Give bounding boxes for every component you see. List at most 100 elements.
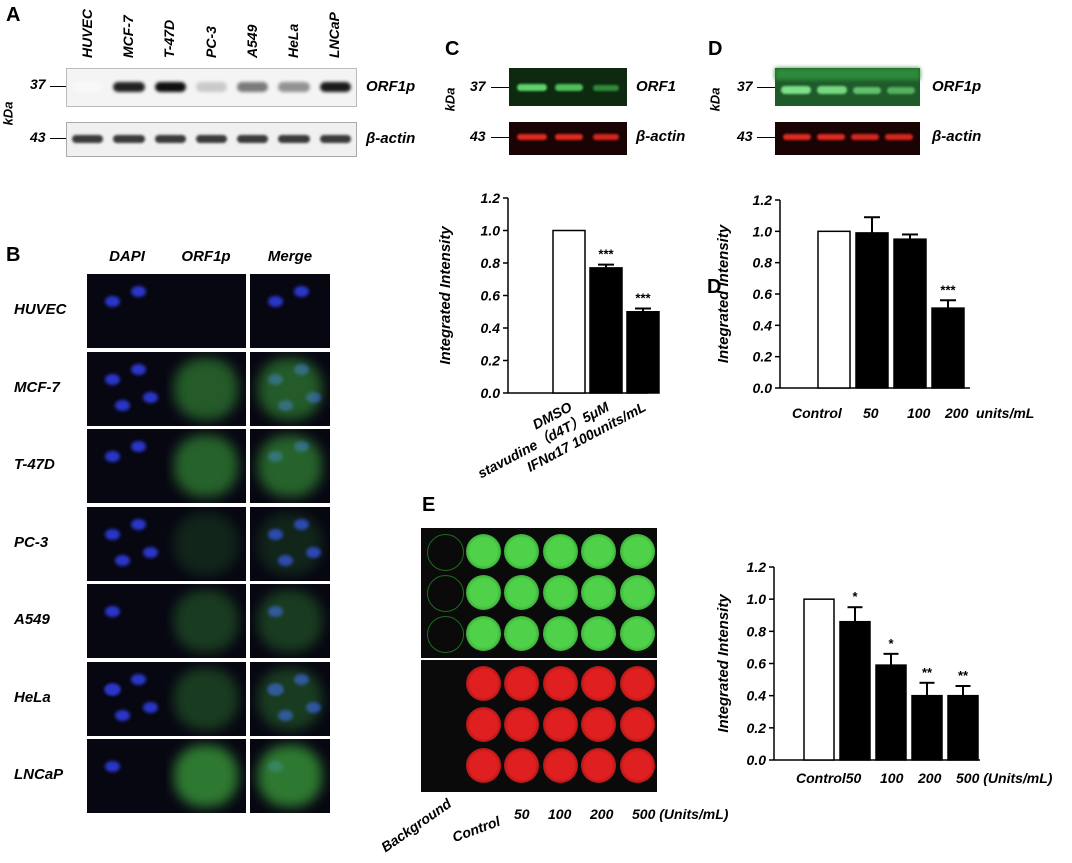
plate-well <box>619 534 655 569</box>
plate-well <box>504 534 539 569</box>
nucleus-blob <box>105 683 120 695</box>
panel-d-tick-43 <box>757 137 775 138</box>
orf1p-band <box>72 82 104 92</box>
microscopy-image <box>87 584 167 658</box>
x-tick-label: 100 <box>907 405 931 421</box>
y-tick-label: 0.0 <box>747 752 767 768</box>
row-label: LNCaP <box>14 766 64 783</box>
plate-well <box>542 616 578 651</box>
y-axis-label: Integrated Intensity <box>715 224 732 363</box>
lane-label: A549 <box>243 24 260 58</box>
plate-well <box>504 575 539 610</box>
x-tick-label: 50 <box>863 405 879 421</box>
bar <box>947 694 979 761</box>
plate-well <box>542 666 578 701</box>
bar <box>911 694 943 761</box>
nucleus-blob <box>105 296 120 307</box>
nucleus-blob <box>306 701 321 713</box>
nucleus-blob <box>143 391 158 403</box>
microscopy-image <box>87 739 167 813</box>
plate-well <box>619 616 655 651</box>
y-axis-label: Integrated Intensity <box>715 594 732 733</box>
bar <box>931 307 965 389</box>
y-tick-label: 0.2 <box>481 353 501 369</box>
x-tick-label: 200 <box>944 405 969 421</box>
significance-marker: ** <box>958 668 969 683</box>
orf1p-band <box>237 82 269 92</box>
plate-well <box>581 616 616 651</box>
plate-well <box>542 575 578 610</box>
panel-d-protein-orf1p: ORF1p <box>932 78 982 95</box>
significance-marker: ** <box>922 665 933 680</box>
panel-d-band-4 <box>887 87 915 94</box>
panel-d-tick-37 <box>757 87 775 88</box>
y-tick-label: 0.8 <box>481 255 501 271</box>
nucleus-blob <box>306 546 321 558</box>
panel-c-blot-actin <box>509 122 627 155</box>
orf1p-signal <box>258 357 322 420</box>
panel-d-actin-band-3 <box>851 134 879 140</box>
bar <box>817 230 851 389</box>
nucleus-blob <box>105 761 120 772</box>
microscopy-image <box>166 506 246 581</box>
significance-marker: *** <box>598 247 614 262</box>
plate-well <box>465 575 501 610</box>
y-tick-label: 0.8 <box>753 255 773 271</box>
nucleus-blob <box>294 286 309 297</box>
panel-d-band-2 <box>817 86 847 94</box>
row-label: A549 <box>14 611 50 628</box>
panel-c-actin-band-3 <box>593 134 619 140</box>
column-header: DAPI <box>109 248 145 265</box>
orf1p-signal <box>258 667 322 730</box>
panel-c-kda-label: kDa <box>442 87 458 112</box>
panel-c-bar-chart: 0.0 0.2 0.4 0.6 0.8 1.0 1.2 Integrated Intensit… <box>437 190 660 481</box>
panel-d-letter: D <box>708 38 723 60</box>
plate-well <box>504 707 539 742</box>
bar <box>893 238 927 389</box>
lane-label: MCF-7 <box>119 15 136 58</box>
x-tick-label: 100 <box>880 770 904 786</box>
nucleus-blob <box>105 528 120 540</box>
plate-well <box>427 575 464 612</box>
x-tick-label: 500 (Units/mL) <box>956 770 1053 786</box>
plate-well <box>427 616 464 653</box>
y-tick-label: 0.6 <box>753 286 773 302</box>
microscopy-image <box>166 661 246 736</box>
panel-e-bar-chart: 0.0 0.2 0.4 0.6 0.8 1.0 1.2 Integrated Intensit… <box>715 559 1053 786</box>
panel-b-letter: B <box>6 244 21 266</box>
panel-c-actin-band-1 <box>517 134 547 140</box>
orf1p-signal <box>174 435 238 497</box>
plate-well <box>465 616 501 651</box>
panel-c-protein-actin: β-actin <box>636 128 686 145</box>
panel-a-protein-actin: β-actin <box>366 130 416 147</box>
orf1p-signal <box>258 435 322 497</box>
lane-label: LNCaP <box>326 12 343 58</box>
panel-d-bar-chart: 0.0 0.2 0.4 0.6 0.8 1.0 1.2 Integrated Intensit… <box>715 192 1034 421</box>
plate-well <box>581 575 616 610</box>
plate-well <box>465 666 501 701</box>
y-tick-label: 1.2 <box>747 559 767 575</box>
bar <box>626 311 660 394</box>
orf1p-signal <box>258 745 322 807</box>
nucleus-blob <box>105 606 120 617</box>
plate-well <box>465 707 501 742</box>
orf1p-band <box>319 82 351 92</box>
nucleus-blob <box>278 554 293 566</box>
nucleus-blob <box>143 546 158 558</box>
actin-band <box>237 135 269 143</box>
orf1p-band <box>113 82 145 92</box>
actin-band <box>319 135 351 143</box>
panel-c-tick-37 <box>491 87 509 88</box>
microscopy-image <box>166 351 246 426</box>
actin-band <box>72 135 104 143</box>
row-label: PC-3 <box>14 533 49 551</box>
panel-a-marker-43: 43 <box>30 129 46 145</box>
nucleus-blob <box>268 528 283 540</box>
panel-c-marker-37: 37 <box>470 78 486 94</box>
panel-c-band-3 <box>593 85 619 91</box>
panel-d-band-1 <box>781 86 811 94</box>
panel-c-tick-43 <box>491 137 509 138</box>
row-label: HUVEC <box>14 301 67 318</box>
nucleus-blob <box>105 451 120 462</box>
y-tick-label: 0.4 <box>481 320 501 336</box>
